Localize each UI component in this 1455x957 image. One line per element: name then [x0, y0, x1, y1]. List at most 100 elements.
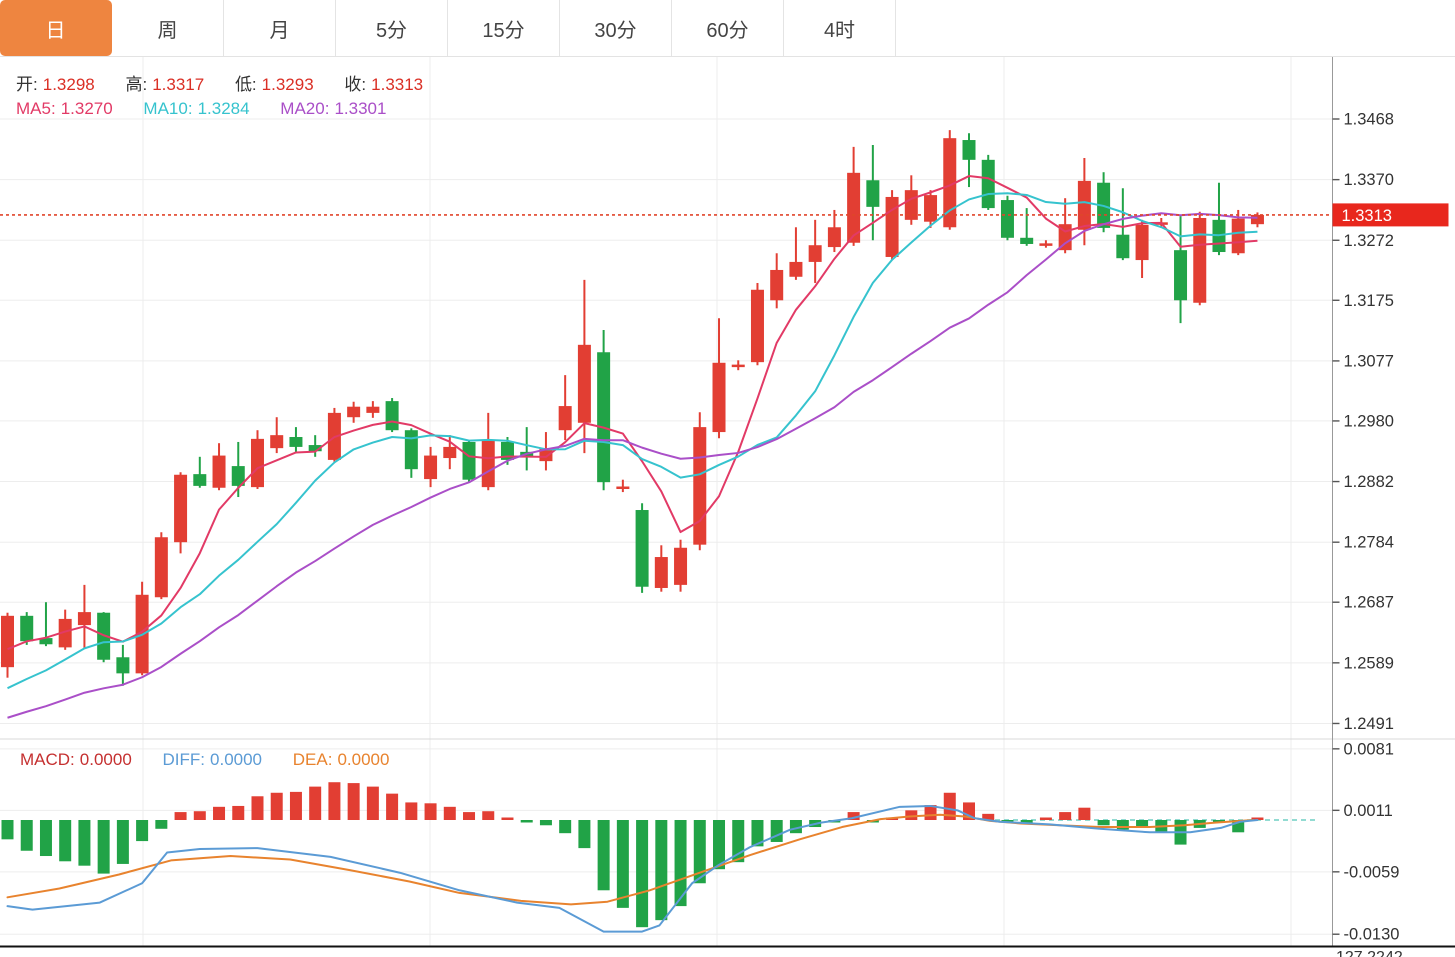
- ma5-label: MA5:: [16, 99, 56, 118]
- axis-tick-label: 0.0081: [1344, 740, 1394, 758]
- candle-body: [308, 445, 322, 452]
- candle-body: [616, 486, 630, 490]
- candle-body: [539, 448, 553, 462]
- candle-body: [597, 352, 611, 483]
- macd-bar: [482, 811, 495, 820]
- macd-bar: [270, 792, 283, 820]
- ma10-value: 1.3284: [197, 99, 250, 118]
- macd-value: 0.0000: [79, 750, 132, 769]
- candle-body: [1250, 214, 1264, 225]
- macd-legend: MACD: 0.0000 DIFF: 0.0000 DEA: 0.0000: [20, 750, 415, 770]
- candle-body: [943, 138, 957, 228]
- candle-body: [789, 261, 803, 277]
- macd-bar: [943, 792, 956, 820]
- tab-week[interactable]: 周: [112, 0, 224, 56]
- ohlc-legend: 开: 1.3298 高: 1.3317 低: 1.3293 收: 1.3313: [16, 70, 449, 95]
- candle-body: [827, 227, 841, 248]
- axis-tick-label: 1.3468: [1344, 111, 1394, 129]
- tab-15min[interactable]: 15分: [448, 0, 560, 56]
- candle-body: [250, 438, 264, 488]
- candle-body: [347, 406, 361, 418]
- macd-bar: [982, 813, 995, 820]
- tab-5min[interactable]: 5分: [336, 0, 448, 56]
- macd-bar: [443, 806, 456, 820]
- tab-month[interactable]: 月: [224, 0, 336, 56]
- candle-body: [154, 537, 168, 598]
- candle-body: [866, 180, 880, 207]
- tab-4hour[interactable]: 4时: [784, 0, 896, 56]
- candle-body: [116, 657, 130, 674]
- candle-body: [635, 510, 649, 587]
- macd-bar: [78, 820, 91, 866]
- candle-body: [924, 195, 938, 222]
- diff-line: [6, 804, 1259, 933]
- axis-tick-label: 1.2980: [1344, 412, 1394, 430]
- ma5-value: 1.3270: [60, 99, 113, 118]
- macd-label: MACD:: [20, 750, 75, 769]
- candle-body: [770, 269, 784, 301]
- macd-bar: [1039, 817, 1052, 820]
- macd-bar: [347, 783, 360, 820]
- axis-tick-label: -0.0059: [1344, 863, 1400, 881]
- candle-body: [366, 406, 380, 413]
- macd-bar: [386, 793, 399, 820]
- tab-30min[interactable]: 30分: [560, 0, 672, 56]
- tab-60min[interactable]: 60分: [672, 0, 784, 56]
- axis-tick-label: 0.0011: [1344, 802, 1393, 820]
- candle-body: [693, 427, 707, 545]
- candle-body: [981, 159, 995, 209]
- high-value: 1.3317: [152, 75, 205, 94]
- candle-body: [1193, 217, 1207, 303]
- candle-body: [962, 140, 976, 160]
- macd-bar: [59, 820, 72, 862]
- macd-bar: [193, 811, 206, 820]
- macd-bar: [1212, 820, 1225, 823]
- ma5-line: [7, 175, 1258, 651]
- interval-tabbar: 日周月 5分 15分 30分 60分 4时: [0, 0, 896, 56]
- macd-bar: [655, 820, 668, 921]
- close-label: 收:: [344, 75, 367, 94]
- candle-body: [385, 401, 399, 431]
- candle-body: [674, 547, 688, 585]
- candle-body: [270, 435, 284, 449]
- candle-body: [1135, 224, 1149, 261]
- low-label: 低:: [234, 75, 257, 94]
- candle-body: [500, 441, 514, 460]
- axis-tick-label: -0.0130: [1344, 926, 1400, 944]
- candle-body: [808, 245, 822, 262]
- macd-bar: [39, 820, 52, 857]
- open-value: 1.3298: [42, 75, 95, 94]
- candle-body: [77, 612, 91, 626]
- candle-body: [481, 440, 495, 488]
- macd-bar: [1, 820, 14, 840]
- ma20-value: 1.3301: [334, 99, 387, 118]
- dea-label: DEA:: [292, 750, 333, 769]
- macd-bar: [1078, 807, 1091, 820]
- macd-bar: [309, 786, 322, 820]
- macd-bar: [232, 805, 245, 820]
- axis-tick-label: 1.3175: [1344, 292, 1394, 310]
- macd-bar: [1251, 817, 1264, 820]
- macd-bar: [616, 820, 629, 908]
- next-pane-axis-label-clipped: 127.2242: [1336, 949, 1403, 957]
- macd-bar: [20, 820, 33, 851]
- macd-bar: [174, 812, 187, 820]
- candle-body: [424, 455, 438, 480]
- dea-value: 0.0000: [337, 750, 390, 769]
- ma10-line: [7, 192, 1258, 690]
- macd-bar: [770, 820, 783, 842]
- candle-body: [712, 362, 726, 433]
- macd-bar: [251, 796, 264, 820]
- macd-bar: [136, 820, 149, 842]
- close-value: 1.3313: [371, 75, 424, 94]
- tab-day[interactable]: 日: [0, 0, 112, 56]
- candle-body: [731, 364, 745, 368]
- candle-body: [462, 441, 476, 480]
- price-axis: 1.3468 1.3370 1.3272 1.3175 1.3077 1.2980 1.28…: [1332, 111, 1400, 944]
- macd-bar: [501, 817, 514, 820]
- macd-bar: [963, 802, 975, 820]
- low-value: 1.3293: [261, 75, 314, 94]
- ma20-line: [7, 212, 1258, 719]
